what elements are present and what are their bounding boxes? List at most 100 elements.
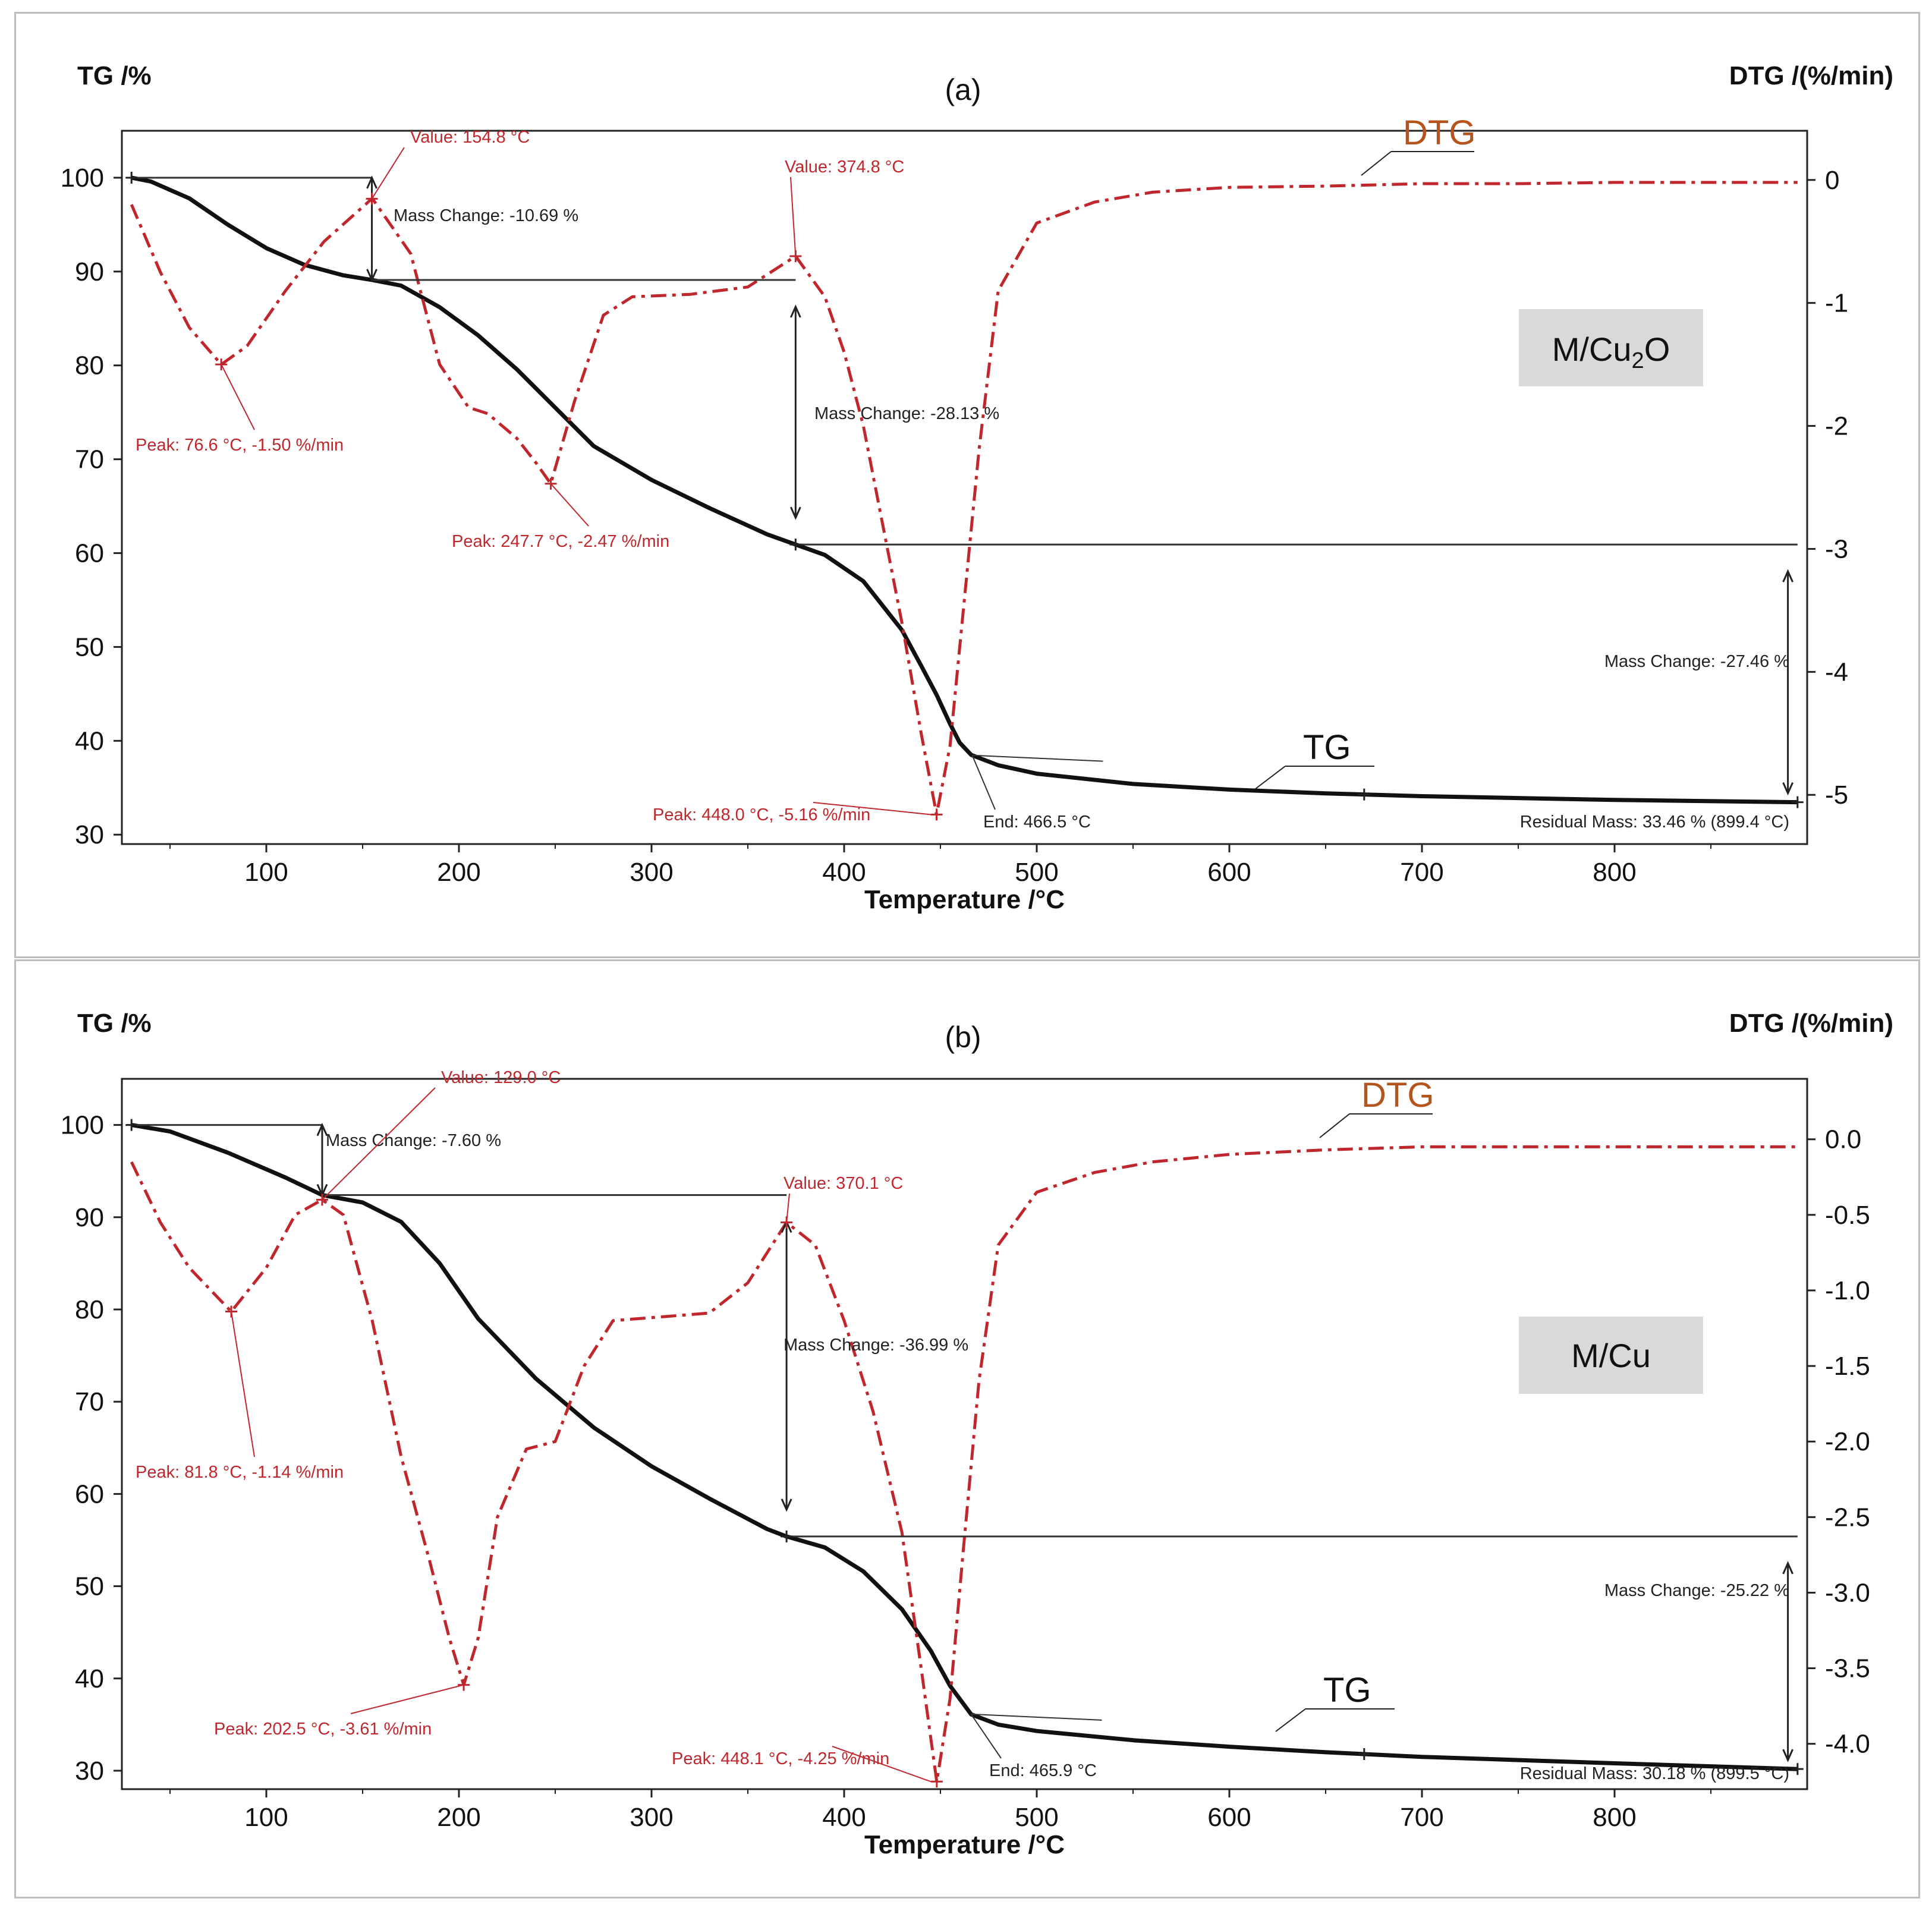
panel-label: (a) — [945, 73, 981, 106]
sample-label: M/Cu2O — [1552, 330, 1670, 373]
y-right-tick-label: 0 — [1825, 166, 1839, 195]
x-tick-label: 200 — [437, 858, 480, 887]
annotation-mass-change-3: Mass Change: -27.46 % — [1604, 652, 1789, 671]
y-left-tick-label: 100 — [61, 163, 104, 193]
x-tick-label: 300 — [630, 858, 673, 887]
mass-change-1-arrow-head — [316, 1122, 328, 1136]
panel-b-frame — [14, 959, 1920, 1899]
y-left-tick-label: 90 — [75, 257, 104, 287]
sample-label: M/Cu — [1571, 1337, 1651, 1374]
annotation-peak-3: Peak: 448.0 °C, -5.16 %/min — [653, 805, 870, 824]
x-tick-label: 800 — [1593, 1803, 1636, 1832]
y-left-tick-label: 100 — [61, 1111, 104, 1140]
y-left-tick-label: 90 — [75, 1203, 104, 1232]
plot-area — [121, 130, 1808, 845]
y-right-tick-label: -4.0 — [1825, 1730, 1870, 1759]
x-tick-label: 100 — [244, 1803, 288, 1832]
x-axis-title: Temperature /°C — [864, 885, 1065, 914]
tg-label-leader — [1255, 766, 1286, 789]
x-tick-label: 400 — [822, 1803, 866, 1832]
annotation-value-2: Value: 374.8 °C — [785, 158, 904, 177]
y-left-tick-label: 50 — [75, 632, 104, 662]
y-right-axis-title: DTG /(%/min) — [1729, 61, 1893, 90]
y-left-tick-label: 30 — [75, 1756, 104, 1786]
end-tangent-line — [971, 1713, 1102, 1721]
annotation-residual: Residual Mass: 33.46 % (899.4 °C) — [1520, 813, 1789, 832]
dtg-curve-label: DTG — [1403, 114, 1475, 152]
y-right-tick-label: -3 — [1825, 534, 1848, 563]
annotation-value-1: Value: 129.0 °C — [441, 1068, 561, 1087]
annotation-mass-change-2: Mass Change: -28.13 % — [814, 404, 999, 423]
y-left-tick-label: 80 — [75, 1295, 104, 1324]
peak-3-leader — [832, 1746, 932, 1783]
annotation-mass-change-2: Mass Change: -36.99 % — [784, 1336, 968, 1355]
y-right-tick-label: -2 — [1825, 412, 1848, 441]
x-tick-label: 300 — [630, 1803, 673, 1832]
x-tick-label: 600 — [1207, 858, 1251, 887]
x-tick-label: 500 — [1015, 858, 1058, 887]
x-tick-label: 100 — [244, 858, 288, 887]
annotation-value-1: Value: 154.8 °C — [410, 128, 530, 147]
x-tick-label: 500 — [1015, 1803, 1058, 1832]
sample-label-box — [1519, 1317, 1703, 1394]
annotation-residual: Residual Mass: 30.18 % (899.5 °C) — [1520, 1764, 1789, 1783]
y-right-tick-label: -1.0 — [1825, 1276, 1870, 1305]
tg-curve-label: TG — [1323, 1671, 1371, 1709]
x-tick-label: 700 — [1400, 858, 1443, 887]
annotation-value-2: Value: 370.1 °C — [784, 1174, 903, 1193]
end-leader — [970, 1714, 1002, 1759]
y-left-tick-label: 40 — [75, 726, 104, 755]
y-right-axis-title: DTG /(%/min) — [1729, 1009, 1893, 1038]
y-right-tick-label: -3.5 — [1825, 1654, 1870, 1683]
mass-change-2-arrow-head — [781, 1498, 792, 1512]
end-tangent-line — [972, 754, 1103, 762]
y-right-tick-label: -1 — [1825, 289, 1848, 318]
dtg-curve — [130, 181, 1798, 816]
mass-change-3-arrow-head — [1782, 569, 1793, 583]
mass-change-2-arrow-head — [789, 304, 801, 318]
dtg-label-leader — [1361, 151, 1392, 176]
y-right-tick-label: -5 — [1825, 780, 1848, 810]
mass-change-3-arrow-head — [1782, 1561, 1793, 1575]
end-leader — [971, 755, 996, 810]
panel-label: (b) — [945, 1021, 981, 1054]
mass-change-1-arrow-head — [366, 175, 377, 189]
x-tick-label: 700 — [1400, 1803, 1443, 1832]
peak-2-leader — [550, 483, 589, 527]
annotation-peak-2: Peak: 202.5 °C, -3.61 %/min — [214, 1720, 432, 1739]
y-left-axis-title: TG /% — [77, 1009, 152, 1038]
x-tick-label: 600 — [1207, 1803, 1251, 1832]
y-left-tick-label: 30 — [75, 820, 104, 849]
y-right-tick-label: -0.5 — [1825, 1201, 1870, 1230]
x-tick-label: 200 — [437, 1803, 480, 1832]
peak-2-leader — [350, 1684, 464, 1714]
dtg-curve-label: DTG — [1361, 1076, 1434, 1115]
y-right-tick-label: -3.0 — [1825, 1578, 1870, 1607]
value-1-leader — [371, 147, 405, 199]
y-right-tick-label: -2.0 — [1825, 1427, 1870, 1456]
y-right-tick-label: 0.0 — [1825, 1125, 1861, 1154]
y-left-tick-label: 70 — [75, 1387, 104, 1416]
mass-change-2-arrow-head — [789, 506, 801, 520]
annotation-end: End: 465.9 °C — [989, 1761, 1097, 1780]
dtg-curve — [130, 1145, 1798, 1783]
x-axis-title: Temperature /°C — [864, 1830, 1065, 1859]
y-left-tick-label: 70 — [75, 445, 104, 474]
y-right-tick-label: -1.5 — [1825, 1352, 1870, 1381]
y-right-tick-label: -4 — [1825, 657, 1848, 687]
peak-3-leader — [813, 802, 931, 816]
tg-label-leader — [1275, 1708, 1306, 1732]
annotation-peak-1: Peak: 81.8 °C, -1.14 %/min — [136, 1463, 344, 1482]
y-right-tick-label: -2.5 — [1825, 1503, 1870, 1532]
y-left-tick-label: 40 — [75, 1664, 104, 1693]
y-left-tick-label: 60 — [75, 539, 104, 568]
plot-area — [121, 1078, 1808, 1790]
dtg-label-leader — [1319, 1113, 1350, 1138]
tg-curve-label: TG — [1303, 728, 1351, 767]
annotation-peak-2: Peak: 247.7 °C, -2.47 %/min — [452, 532, 669, 551]
sample-label-box — [1519, 309, 1703, 386]
mass-change-3-arrow-head — [1782, 782, 1793, 796]
chart-panel-b: 100 200 300 400 500 600 700 800 100 90 80 70 60 50 40 3… — [61, 1009, 1893, 1859]
annotation-mass-change-1: Mass Change: -7.60 % — [326, 1131, 501, 1150]
